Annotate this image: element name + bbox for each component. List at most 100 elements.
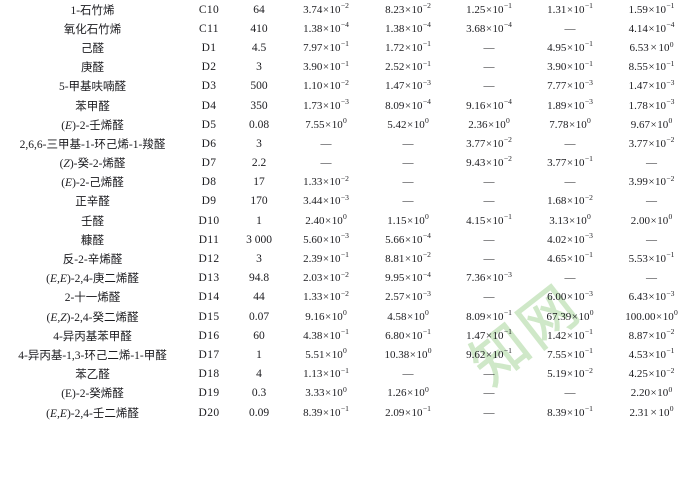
odor-threshold: 0.08 xyxy=(248,118,270,131)
sample-value-5: — xyxy=(611,192,692,211)
compound-code: D19 xyxy=(198,387,220,400)
compound-code: D12 xyxy=(198,253,220,266)
sample-value-1: 2.39×10−1 xyxy=(303,250,349,266)
value-dash: — xyxy=(646,233,657,246)
sample-value-2: 8.23×10−2 xyxy=(385,0,431,16)
value-dash: — xyxy=(483,41,495,54)
table-row: 4-异丙基-1,3-环己二烯-1-甲醛 D17 1 5.51×100 10.38×100… xyxy=(0,345,692,364)
sample-value-1: 1.10×10−2 xyxy=(303,77,349,93)
compound-name: 1-石竹烯 xyxy=(70,4,115,17)
odor-threshold: 350 xyxy=(250,99,268,112)
compound-name: (E)-2-壬烯醛 xyxy=(61,119,124,132)
sample-value-1: 2.03×10−2 xyxy=(303,269,349,285)
sample-value-4: — xyxy=(529,173,611,192)
compound-name: 正辛醛 xyxy=(75,196,110,209)
sample-value-4: 6.00×10−3 xyxy=(547,288,593,304)
value-dash: — xyxy=(483,291,495,304)
value-dash: — xyxy=(402,157,414,170)
sample-value-5: 100.00×100 xyxy=(625,307,678,323)
table-row: 己醛 D1 4.5 7.97×10−1 1.72×10−1 — 4.95×10−1 6.53 ×… xyxy=(0,38,692,57)
sample-value-1: — xyxy=(285,154,367,173)
compound-code: C11 xyxy=(199,22,219,35)
sample-value-4: 3.77×10−1 xyxy=(547,154,593,170)
odor-threshold: 170 xyxy=(250,195,268,208)
compound-name: (E,E)-2,4-庚二烯醛 xyxy=(46,273,139,286)
sample-value-1: 2.40×100 xyxy=(305,212,347,227)
compound-name: 4-异丙基苯甲醛 xyxy=(53,330,132,343)
sample-value-2: 8.81×10−2 xyxy=(385,250,431,266)
compound-code: D6 xyxy=(201,137,217,150)
table-container: 1-石竹烯 C10 64 3.74×10−2 8.23×10−2 1.25×10−1 1.3… xyxy=(0,0,692,422)
sample-value-1: — xyxy=(285,134,367,153)
table-row: 2-十一烯醛 D14 44 1.33×10−2 2.57×10−3 — 6.00×10−3 6… xyxy=(0,288,692,307)
table-row: 糠醛 D11 3 000 5.60×10−3 5.66×10−4 — 4.02×10−3 — xyxy=(0,230,692,249)
sample-value-1: 7.97×10−1 xyxy=(303,39,349,54)
sample-value-1: 3.44×10−3 xyxy=(303,192,349,208)
compound-code: D10 xyxy=(198,214,220,227)
table-row: (Z)-癸-2-烯醛 D7 2.2 — — 9.43×10−2 3.77×10−1 — xyxy=(0,154,692,173)
sample-value-4: — xyxy=(529,384,611,403)
sample-value-3: — xyxy=(449,192,529,211)
sample-value-2: — xyxy=(367,173,449,192)
value-dash: — xyxy=(402,137,414,150)
value-dash: — xyxy=(483,368,495,381)
sample-value-3: — xyxy=(449,230,529,249)
sample-value-1: 3.74×10−2 xyxy=(303,0,349,16)
compound-name: (E,Z)-2,4-癸二烯醛 xyxy=(46,311,139,324)
sample-value-1: 7.55×100 xyxy=(305,116,347,131)
sample-value-2: 2.57×10−3 xyxy=(385,288,431,304)
sample-value-2: 1.15×100 xyxy=(387,212,429,227)
sample-value-3: — xyxy=(449,403,529,422)
sample-value-4: 67.39×100 xyxy=(546,307,594,323)
value-dash: — xyxy=(483,80,495,93)
sample-value-5: 3.77×10−2 xyxy=(628,135,675,150)
sample-value-5: 6.53 × 100 xyxy=(629,39,674,55)
sample-value-5: — xyxy=(611,154,692,173)
sample-value-2: — xyxy=(367,154,449,173)
odor-threshold: 3 000 xyxy=(246,233,272,246)
sample-value-2: 1.72×10−1 xyxy=(385,39,431,54)
compound-code: D8 xyxy=(201,176,217,189)
sample-value-3: — xyxy=(449,38,529,57)
sample-value-3: 3.68×10−4 xyxy=(466,20,512,35)
value-dash: — xyxy=(402,195,414,208)
sample-value-4: 3.13×100 xyxy=(549,212,591,227)
odor-threshold: 0.07 xyxy=(248,310,270,323)
value-dash: — xyxy=(564,387,576,400)
compound-name: (E)-2-癸烯醛 xyxy=(61,388,124,401)
sample-value-3: 1.47×10−1 xyxy=(466,327,512,342)
odor-threshold: 17 xyxy=(253,176,265,189)
compound-code: D11 xyxy=(198,233,220,246)
sample-value-2: 1.26×100 xyxy=(387,384,429,400)
value-dash: — xyxy=(564,176,576,189)
table-row: 反-2-辛烯醛 D12 3 2.39×10−1 8.81×10−2 — 4.65×10−1 5… xyxy=(0,249,692,268)
sample-value-2: — xyxy=(367,192,449,211)
sample-value-4: 4.02×10−3 xyxy=(547,231,593,246)
sample-value-5: 1.47×10−3 xyxy=(628,77,675,93)
compound-name: 2,6,6-三甲基-1-环己烯-1-羧醛 xyxy=(19,138,166,151)
sample-value-3: 9.62×10−1 xyxy=(466,346,512,361)
value-dash: — xyxy=(483,61,495,74)
sample-value-2: — xyxy=(367,365,449,384)
sample-value-5: 5.53×10−1 xyxy=(628,250,675,266)
odor-threshold: 4 xyxy=(256,368,262,381)
sample-value-3: 7.36×10−3 xyxy=(466,269,512,285)
sample-value-1: 4.38×10−1 xyxy=(303,327,349,342)
odor-threshold: 3 xyxy=(256,253,262,266)
sample-value-5: 9.67×100 xyxy=(630,116,673,131)
sample-value-2: 2.09×10−1 xyxy=(385,403,431,419)
sample-value-1: 1.73×10−3 xyxy=(303,96,349,112)
compound-name: 苯乙醛 xyxy=(75,369,110,382)
sample-value-5: 4.53×10−1 xyxy=(628,346,675,361)
compound-code: C10 xyxy=(198,3,220,16)
sample-value-4: 8.39×10−1 xyxy=(547,403,593,419)
compound-name: (Z)-癸-2-烯醛 xyxy=(59,158,126,171)
sample-value-5: 8.55×10−1 xyxy=(628,58,675,74)
table-row: (E,E)-2,4-壬二烯醛 D20 0.09 8.39×10−1 2.09×10−1 —… xyxy=(0,403,692,422)
sample-value-4: — xyxy=(529,134,611,153)
sample-value-5: 4.14×10−4 xyxy=(628,20,675,35)
table-body: 1-石竹烯 C10 64 3.74×10−2 8.23×10−2 1.25×10−1 1.3… xyxy=(0,0,692,422)
sample-value-4: 1.89×10−3 xyxy=(547,96,593,112)
compound-name: 糠醛 xyxy=(81,234,104,247)
compound-code: D4 xyxy=(201,99,217,112)
